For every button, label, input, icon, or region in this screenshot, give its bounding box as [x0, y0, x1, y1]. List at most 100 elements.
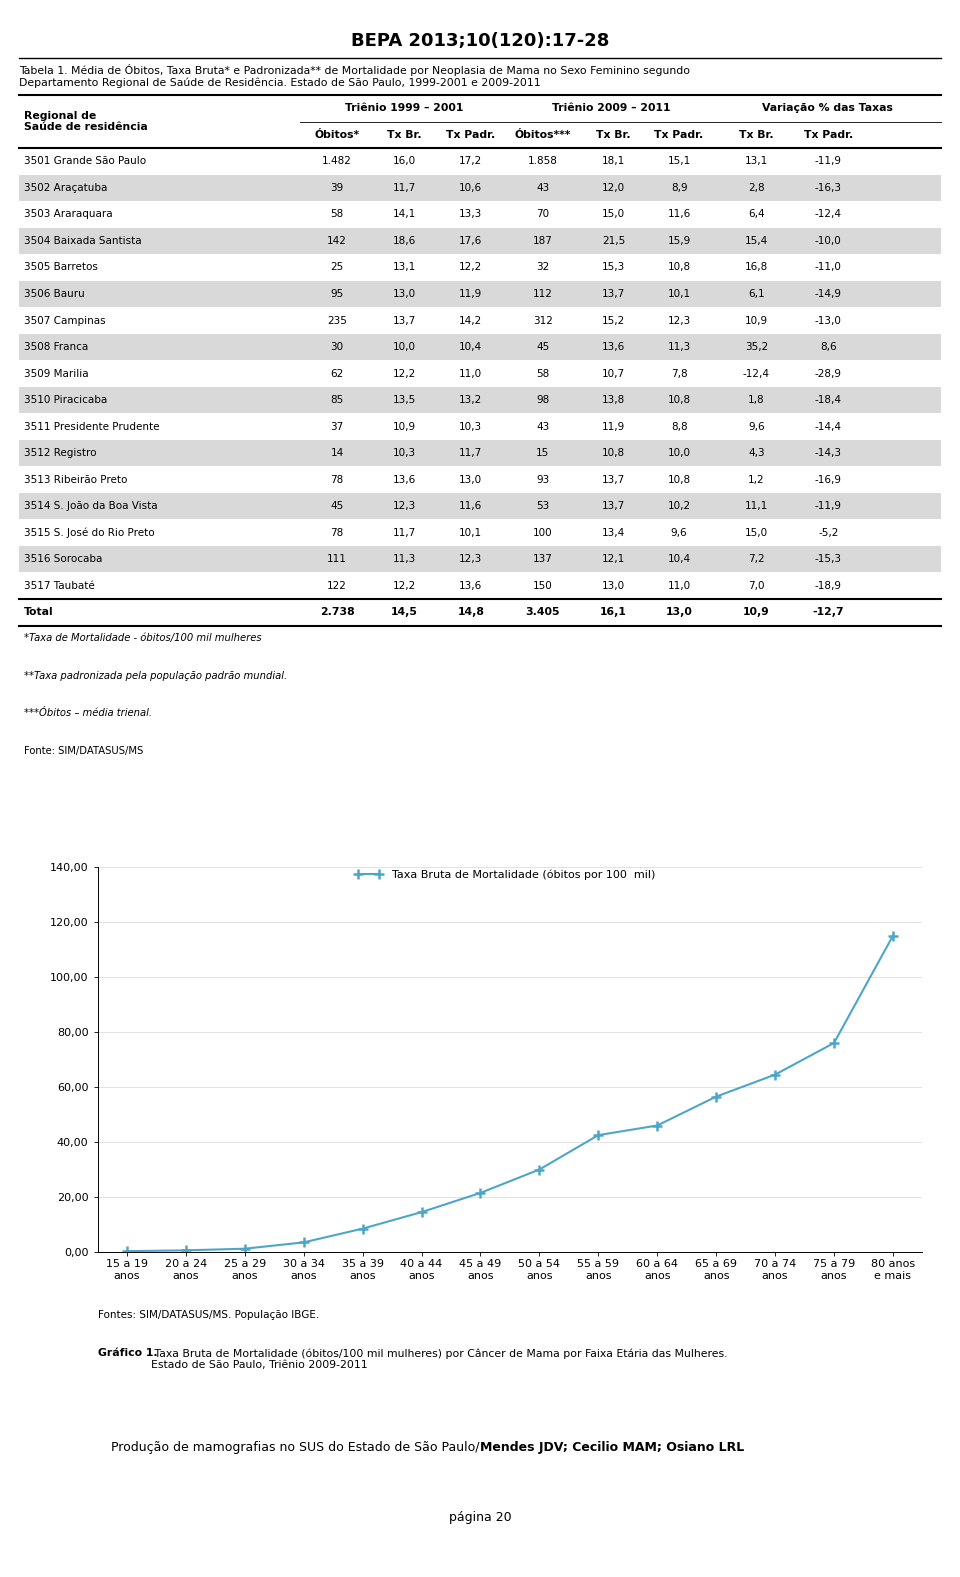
Text: 12,1: 12,1 — [602, 554, 625, 565]
Text: -5,2: -5,2 — [818, 528, 838, 538]
Text: 3510 Piracicaba: 3510 Piracicaba — [24, 396, 108, 405]
Text: 3507 Campinas: 3507 Campinas — [24, 315, 106, 325]
Text: 11,1: 11,1 — [745, 501, 768, 511]
Text: 10,2: 10,2 — [667, 501, 690, 511]
Text: 10,1: 10,1 — [459, 528, 482, 538]
Text: 10,0: 10,0 — [393, 342, 416, 352]
Text: Óbitos***: Óbitos*** — [515, 129, 571, 140]
Text: 17,6: 17,6 — [459, 237, 483, 246]
Text: 25: 25 — [330, 262, 344, 273]
Text: Taxa Bruta de Mortalidade (óbitos/100 mil mulheres) por Câncer de Mama por Faixa: Taxa Bruta de Mortalidade (óbitos/100 mi… — [151, 1348, 728, 1370]
Text: Tx Br.: Tx Br. — [596, 129, 631, 140]
Text: 13,0: 13,0 — [393, 289, 416, 300]
Text: 12,2: 12,2 — [459, 262, 483, 273]
Text: 13,5: 13,5 — [393, 396, 416, 405]
Text: 150: 150 — [533, 580, 553, 591]
Text: 30: 30 — [330, 342, 344, 352]
Text: 10,7: 10,7 — [602, 369, 625, 378]
Text: 8,9: 8,9 — [671, 183, 687, 192]
Text: 10,4: 10,4 — [667, 554, 690, 565]
Text: 3514 S. João da Boa Vista: 3514 S. João da Boa Vista — [24, 501, 157, 511]
Text: 11,7: 11,7 — [459, 448, 483, 459]
Bar — [19, 440, 941, 467]
Text: 43: 43 — [536, 421, 549, 432]
Text: 8,6: 8,6 — [820, 342, 837, 352]
Text: 16,1: 16,1 — [600, 607, 627, 617]
Text: 3501 Grande São Paulo: 3501 Grande São Paulo — [24, 156, 146, 167]
Text: 15,3: 15,3 — [602, 262, 625, 273]
Text: 95: 95 — [330, 289, 344, 300]
Text: -11,0: -11,0 — [815, 262, 842, 273]
Text: Regional de
Saúde de residência: Regional de Saúde de residência — [24, 110, 148, 132]
Text: 10,0: 10,0 — [667, 448, 690, 459]
Text: 18,1: 18,1 — [602, 156, 625, 167]
Text: 10,8: 10,8 — [667, 262, 690, 273]
Text: 15,1: 15,1 — [667, 156, 690, 167]
Text: 3.405: 3.405 — [525, 607, 560, 617]
Text: 14: 14 — [330, 448, 344, 459]
Text: 15: 15 — [536, 448, 549, 459]
Text: 70: 70 — [536, 210, 549, 219]
Text: 7,2: 7,2 — [748, 554, 765, 565]
Text: *Taxa de Mortalidade - óbitos/100 mil mulheres: *Taxa de Mortalidade - óbitos/100 mil mu… — [24, 634, 261, 643]
Text: **Taxa padronizada pela população padrão mundial.: **Taxa padronizada pela população padrão… — [24, 670, 287, 681]
Text: 11,0: 11,0 — [667, 580, 690, 591]
Text: 10,9: 10,9 — [743, 607, 770, 617]
Text: 15,2: 15,2 — [602, 315, 625, 325]
Text: 3505 Barretos: 3505 Barretos — [24, 262, 98, 273]
Text: -28,9: -28,9 — [815, 369, 842, 378]
Text: 10,8: 10,8 — [667, 396, 690, 405]
Text: página 20: página 20 — [448, 1511, 512, 1523]
Text: -18,4: -18,4 — [815, 396, 842, 405]
Text: 62: 62 — [330, 369, 344, 378]
Text: 2.738: 2.738 — [320, 607, 354, 617]
Text: Triênio 2009 – 2011: Triênio 2009 – 2011 — [552, 104, 670, 114]
Text: 1,8: 1,8 — [748, 396, 765, 405]
Text: 13,6: 13,6 — [459, 580, 483, 591]
Text: 142: 142 — [327, 237, 348, 246]
Text: 1.858: 1.858 — [528, 156, 558, 167]
Text: 10,6: 10,6 — [459, 183, 482, 192]
Text: 35,2: 35,2 — [745, 342, 768, 352]
Text: 10,3: 10,3 — [459, 421, 482, 432]
Text: Tx Br.: Tx Br. — [739, 129, 774, 140]
Text: ***Óbitos – média trienal.: ***Óbitos – média trienal. — [24, 708, 152, 718]
Text: -10,0: -10,0 — [815, 237, 842, 246]
Text: Departamento Regional de Saúde de Residência. Estado de São Paulo, 1999-2001 e 2: Departamento Regional de Saúde de Residê… — [19, 77, 540, 88]
Text: 13,7: 13,7 — [602, 501, 625, 511]
Text: Óbitos*: Óbitos* — [315, 129, 360, 140]
Text: 13,7: 13,7 — [602, 475, 625, 484]
Text: Triênio 1999 – 2001: Triênio 1999 – 2001 — [345, 104, 463, 114]
Text: 13,0: 13,0 — [665, 607, 692, 617]
Text: 187: 187 — [533, 237, 553, 246]
Text: 10,9: 10,9 — [393, 421, 416, 432]
Text: 21,5: 21,5 — [602, 237, 625, 246]
Text: 15,9: 15,9 — [667, 237, 690, 246]
Text: 58: 58 — [330, 210, 344, 219]
Text: 100: 100 — [533, 528, 553, 538]
Text: 11,3: 11,3 — [667, 342, 690, 352]
Text: -14,3: -14,3 — [815, 448, 842, 459]
Text: 12,3: 12,3 — [667, 315, 690, 325]
Text: 13,1: 13,1 — [393, 262, 416, 273]
Text: -14,9: -14,9 — [815, 289, 842, 300]
Text: -12,4: -12,4 — [815, 210, 842, 219]
Bar — [19, 175, 941, 202]
Text: 12,2: 12,2 — [393, 580, 416, 591]
Text: 3504 Baixada Santista: 3504 Baixada Santista — [24, 237, 141, 246]
Text: 11,7: 11,7 — [393, 183, 416, 192]
Text: 10,9: 10,9 — [745, 315, 768, 325]
Text: 112: 112 — [533, 289, 553, 300]
Text: 13,3: 13,3 — [459, 210, 483, 219]
Text: 3509 Marilia: 3509 Marilia — [24, 369, 88, 378]
Text: Fonte: SIM/DATASUS/MS: Fonte: SIM/DATASUS/MS — [24, 746, 143, 755]
Text: 11,9: 11,9 — [459, 289, 483, 300]
Text: 78: 78 — [330, 475, 344, 484]
Text: 13,0: 13,0 — [459, 475, 482, 484]
Text: Mendes JDV; Cecilio MAM; Osiano LRL: Mendes JDV; Cecilio MAM; Osiano LRL — [480, 1440, 744, 1454]
Text: 12,3: 12,3 — [459, 554, 483, 565]
Text: Produção de mamografias no SUS do Estado de São Paulo/: Produção de mamografias no SUS do Estado… — [111, 1440, 480, 1454]
Text: Tabela 1. Média de Óbitos, Taxa Bruta* e Padronizada** de Mortalidade por Neopla: Tabela 1. Média de Óbitos, Taxa Bruta* e… — [19, 65, 690, 76]
Text: 37: 37 — [330, 421, 344, 432]
Text: Tx Padr.: Tx Padr. — [804, 129, 853, 140]
